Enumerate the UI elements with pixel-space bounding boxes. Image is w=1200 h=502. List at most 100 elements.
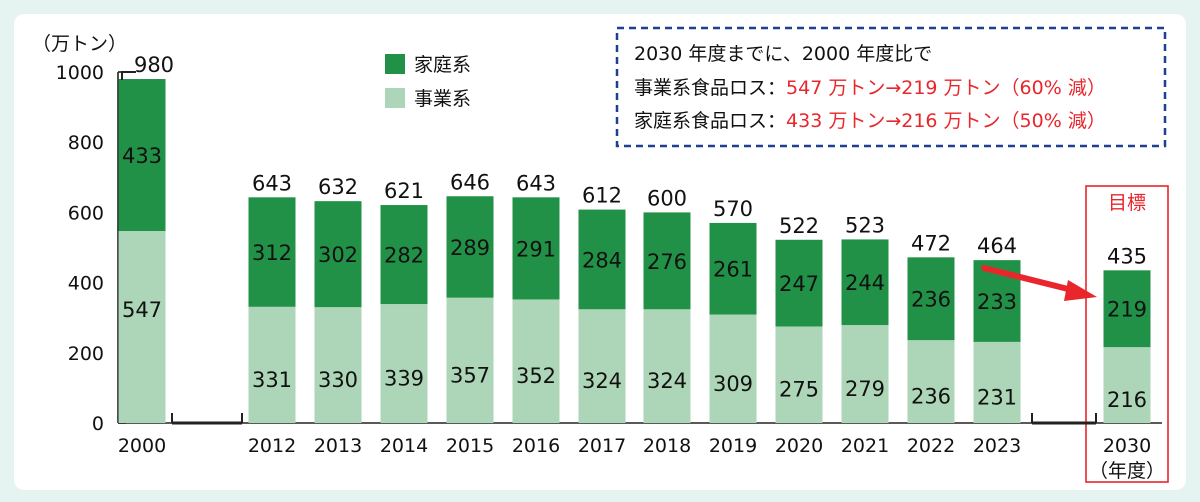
bar-household-2018 bbox=[643, 212, 691, 310]
food-loss-bar-chart: 0 200 400 600 800 1000 （万トン） 547 433 980 331 312 6… bbox=[32, 26, 1169, 483]
bar-business-2019 bbox=[709, 314, 757, 423]
x-tick-label: 2023 bbox=[973, 435, 1021, 457]
y-tick-label: 400 bbox=[68, 273, 104, 295]
x-tick-labels: 2000 2012 2013 2014 2015 2016 2017 2018 2019 2020… bbox=[118, 435, 1151, 457]
target-label: 目標 bbox=[1108, 192, 1146, 214]
note-line-3-prefix: 家庭系食品ロス： bbox=[634, 110, 786, 132]
bar-household-2019 bbox=[709, 222, 757, 315]
x-tick-label: 2013 bbox=[314, 435, 362, 457]
x-tick-label: 2022 bbox=[907, 435, 955, 457]
value-label-business: 279 bbox=[845, 377, 885, 401]
note-line-2-prefix: 事業系食品ロス： bbox=[634, 77, 786, 99]
bar-household-2020 bbox=[775, 239, 823, 327]
y-tick-label: 200 bbox=[68, 343, 104, 365]
x-tick-label: 2012 bbox=[248, 435, 296, 457]
y-ticks: 0 200 400 600 800 1000 bbox=[56, 62, 126, 435]
y-tick-label: 600 bbox=[68, 202, 104, 224]
value-label-business: 352 bbox=[516, 364, 556, 388]
chart-frame: 0 200 400 600 800 1000 （万トン） 547 433 980 331 312 6… bbox=[14, 14, 1186, 490]
trend-arrow-line bbox=[981, 265, 1075, 293]
bar-business-2014 bbox=[380, 304, 428, 423]
x-tick-label: 2000 bbox=[118, 435, 166, 457]
note-line-1: 2030 年度までに、2000 年度比で bbox=[634, 43, 932, 65]
bar-business-2022 bbox=[907, 340, 955, 423]
value-label-business: 309 bbox=[713, 372, 753, 396]
value-label-business: 275 bbox=[779, 378, 819, 402]
bar-household-2030 bbox=[1103, 270, 1151, 348]
value-label-business: 236 bbox=[911, 385, 951, 409]
value-label-total: 643 bbox=[252, 171, 292, 195]
bar-household-2013 bbox=[314, 201, 362, 308]
bar-household-2014 bbox=[380, 205, 428, 305]
x-tick-label: 2020 bbox=[775, 435, 823, 457]
x-tick-label: 2017 bbox=[578, 435, 626, 457]
value-label-business: 357 bbox=[450, 363, 490, 387]
value-label-business: 231 bbox=[977, 385, 1017, 409]
legend: 家庭系 事業系 bbox=[385, 54, 471, 110]
note-line-2: 事業系食品ロス：547 万トン→219 万トン（60% 減） bbox=[634, 77, 1106, 99]
value-label-total: 643 bbox=[516, 171, 556, 195]
bar-household-2000 bbox=[118, 79, 166, 232]
value-label-total: 464 bbox=[977, 234, 1017, 258]
bar-business-2018 bbox=[643, 309, 691, 423]
value-label-household: 284 bbox=[582, 248, 622, 272]
legend-swatch-business bbox=[385, 88, 405, 108]
total-bracket bbox=[121, 71, 136, 81]
bar-business-2020 bbox=[775, 326, 823, 423]
note-line-3-value: 433 万トン→216 万トン（50% 減） bbox=[786, 110, 1106, 132]
target-group: 目標 bbox=[981, 185, 1169, 483]
value-label-business: 216 bbox=[1107, 388, 1147, 412]
x-tick-label: 2015 bbox=[446, 435, 494, 457]
value-label-total: 632 bbox=[318, 175, 358, 199]
bar-business-2013 bbox=[314, 307, 362, 423]
x-tick-label: 2018 bbox=[643, 435, 691, 457]
bar-business-2012 bbox=[248, 306, 296, 423]
x-tick-label: 2030 bbox=[1103, 435, 1151, 457]
value-label-total: 621 bbox=[384, 179, 424, 203]
value-label-household: 219 bbox=[1107, 298, 1147, 322]
bars: 547 433 980 331 312 643 330 302 632 339 282 621 357 2… bbox=[118, 53, 1151, 423]
value-label-household: 433 bbox=[122, 144, 162, 168]
x-tick-label: 2021 bbox=[841, 435, 889, 457]
y-unit-label: （万トン） bbox=[32, 33, 127, 55]
value-label-household: 261 bbox=[713, 258, 753, 282]
value-label-business: 324 bbox=[582, 369, 622, 393]
legend-label-business: 事業系 bbox=[414, 88, 471, 110]
value-label-total: 523 bbox=[845, 213, 885, 237]
x-tick-label: 2014 bbox=[380, 435, 428, 457]
value-label-household: 291 bbox=[516, 237, 556, 261]
legend-swatch-household bbox=[385, 54, 405, 74]
bar-business-2030 bbox=[1103, 347, 1151, 423]
note-line-2-value: 547 万トン→219 万トン（60% 減） bbox=[786, 77, 1106, 99]
value-label-household: 276 bbox=[647, 250, 687, 274]
value-label-household: 247 bbox=[779, 272, 819, 296]
value-label-business: 324 bbox=[647, 369, 687, 393]
x-tick-label: 2019 bbox=[709, 435, 757, 457]
value-label-household: 302 bbox=[318, 243, 358, 267]
legend-label-household: 家庭系 bbox=[414, 54, 471, 76]
value-label-household: 233 bbox=[977, 290, 1017, 314]
value-label-business: 547 bbox=[122, 298, 162, 322]
bar-household-2015 bbox=[446, 196, 494, 298]
bar-business-2023 bbox=[973, 341, 1021, 423]
bar-business-2000 bbox=[118, 231, 166, 423]
value-label-business: 331 bbox=[252, 368, 292, 392]
note-border bbox=[615, 26, 1167, 148]
value-label-household: 282 bbox=[384, 244, 424, 268]
target-note-box: 2030 年度までに、2000 年度比で 事業系食品ロス：547 万トン→219… bbox=[615, 26, 1167, 148]
value-label-total: 612 bbox=[582, 184, 622, 208]
target-highlight-box bbox=[1085, 185, 1169, 483]
bar-household-2017 bbox=[578, 209, 626, 310]
bar-business-2016 bbox=[512, 299, 560, 423]
bar-household-2016 bbox=[512, 197, 560, 300]
bar-business-2015 bbox=[446, 297, 494, 423]
value-label-business: 330 bbox=[318, 368, 358, 392]
value-label-household: 289 bbox=[450, 236, 490, 260]
value-label-total: 600 bbox=[647, 186, 687, 210]
y-tick-label: 0 bbox=[92, 413, 104, 435]
bar-household-2012 bbox=[248, 197, 296, 307]
bar-business-2017 bbox=[578, 309, 626, 423]
value-label-total: 472 bbox=[911, 231, 951, 255]
bar-household-2022 bbox=[907, 257, 955, 341]
value-label-total: 646 bbox=[450, 170, 490, 194]
